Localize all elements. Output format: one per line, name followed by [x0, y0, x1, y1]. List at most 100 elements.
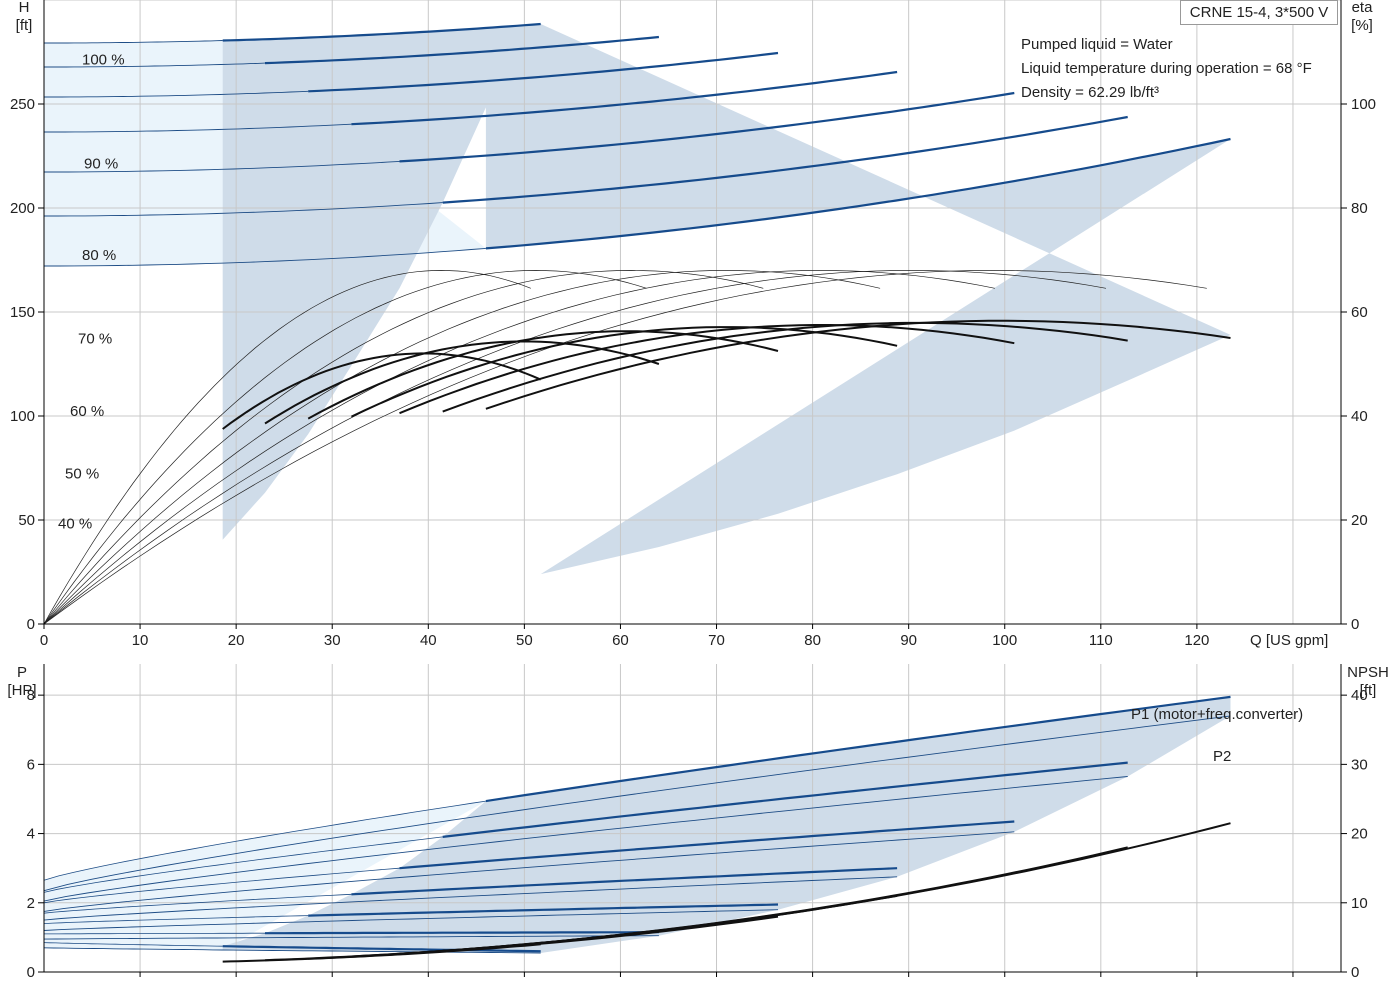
y2-tick-label: 0: [1351, 616, 1359, 633]
p-tick-label: 8: [27, 687, 35, 704]
x-tick-label: 90: [900, 632, 917, 649]
efficiency-curve-operating: [307, 330, 779, 420]
head-curve-low-flow: [44, 40, 223, 44]
head-curve: [308, 51, 779, 93]
p1-curve: [399, 820, 1015, 870]
speed-label: 70 %: [78, 330, 112, 347]
head-curve-low-flow: [44, 247, 486, 267]
efficiency-curve-operating: [264, 340, 660, 425]
p1-series-label: P1 (motor+freq.converter): [1131, 706, 1303, 723]
x-tick-label: 60: [612, 632, 629, 649]
efficiency-curve-thin: [43, 270, 1107, 625]
speed-label: 40 %: [58, 516, 92, 533]
p-tick-label: 4: [27, 826, 35, 843]
head-curve-low-flow: [44, 62, 266, 68]
efficiency-curve-operating: [350, 326, 898, 418]
head-curve-low-flow: [44, 123, 352, 133]
npsh-curve: [222, 943, 541, 963]
speed-label: 50 %: [65, 466, 99, 483]
y2-axis-unit: [%]: [1351, 17, 1373, 34]
info-line-density: Density = 62.29 lb/ft³: [1021, 84, 1159, 101]
p1-curve-low-flow: [43, 800, 486, 881]
npsh-tick-label: 30: [1351, 756, 1368, 773]
speed-label: 100 %: [82, 52, 125, 69]
p-tick-label: 0: [27, 964, 35, 981]
p2-curve: [43, 776, 1128, 902]
x-tick-label: 70: [708, 632, 725, 649]
p1-curve: [308, 903, 779, 917]
p1-curve: [265, 931, 659, 935]
speed-label: 80 %: [82, 247, 116, 264]
p2-curve: [43, 909, 779, 931]
head-curve-low-flow: [44, 160, 400, 173]
npsh-tick-label: 10: [1351, 895, 1368, 912]
efficiency-curve-thin: [43, 270, 647, 625]
y-tick-label: 250: [10, 96, 35, 113]
p1-curve-low-flow: [43, 893, 352, 914]
head-curve: [442, 115, 1128, 204]
y2-tick-label: 20: [1351, 512, 1368, 529]
efficiency-curve-thin: [43, 270, 764, 625]
model-label: CRNE 15-4, 3*500 V: [1180, 0, 1338, 25]
x-tick-label: 110: [1089, 632, 1113, 649]
p-axis-label: P: [17, 664, 27, 681]
speed-label: 90 %: [84, 156, 118, 173]
y2-axis-label: eta: [1352, 0, 1374, 16]
info-line-temperature: Liquid temperature during operation = 68…: [1021, 60, 1312, 77]
head-curve: [399, 91, 1015, 163]
p1-curve-low-flow: [43, 942, 223, 947]
npsh-tick-label: 40: [1351, 687, 1368, 704]
y-tick-label: 150: [10, 304, 35, 321]
p1-curve: [222, 945, 541, 953]
p2-curve: [43, 876, 898, 921]
p1-curve-low-flow: [43, 867, 400, 904]
y2-tick-label: 40: [1351, 408, 1368, 425]
x-tick-label: 0: [40, 632, 48, 649]
y-tick-label: 200: [10, 200, 35, 217]
info-line-liquid: Pumped liquid = Water: [1021, 36, 1173, 53]
y-tick-label: 50: [18, 512, 35, 529]
y-tick-label: 0: [27, 616, 35, 633]
p1-curve-low-flow: [43, 915, 309, 924]
y2-tick-label: 100: [1351, 96, 1376, 113]
p2-series-label: P2: [1213, 748, 1231, 765]
x-tick-label: 80: [804, 632, 821, 649]
npsh-axis-label: NPSH: [1347, 664, 1389, 681]
x-tick-label: 120: [1184, 632, 1209, 649]
y-axis-unit: [ft]: [16, 17, 33, 34]
y-tick-label: 100: [10, 408, 35, 425]
efficiency-curve-operating: [399, 324, 1015, 415]
x-tick-label: 100: [992, 632, 1017, 649]
y2-tick-label: 80: [1351, 200, 1368, 217]
head-curve: [485, 137, 1231, 250]
efficiency-curve-thin: [43, 270, 881, 625]
p-axis-unit: [HP]: [7, 682, 36, 699]
p1-curve: [485, 695, 1231, 803]
p1-curve: [442, 761, 1128, 838]
npsh-axis-unit: [ft]: [1360, 682, 1377, 699]
head-curve: [264, 35, 660, 65]
x-tick-label: 20: [228, 632, 245, 649]
head-curve: [222, 22, 541, 42]
efficiency-curve-thin: [43, 270, 995, 625]
efficiency-curve-thin: [43, 270, 1207, 625]
x-tick-label: 40: [420, 632, 437, 649]
efficiency-curve-thin: [43, 270, 531, 625]
npsh-tick-label: 0: [1351, 964, 1359, 981]
head-curve-low-flow: [44, 202, 443, 217]
head-curve: [351, 70, 898, 126]
p-tick-label: 2: [27, 895, 35, 912]
x-tick-label: 30: [324, 632, 341, 649]
p1-curve-low-flow: [44, 932, 265, 935]
x-tick-label: 10: [132, 632, 149, 649]
p2-curve: [43, 947, 541, 954]
p2-curve: [43, 831, 1015, 912]
p1-curve: [351, 867, 898, 896]
operating-region: [222, 24, 1231, 575]
p-tick-label: 6: [27, 756, 35, 773]
x-tick-label: 50: [516, 632, 533, 649]
head-curve-low-flow: [44, 90, 309, 98]
p1-curve-low-flow: [43, 836, 443, 893]
p2-curve: [43, 935, 659, 940]
